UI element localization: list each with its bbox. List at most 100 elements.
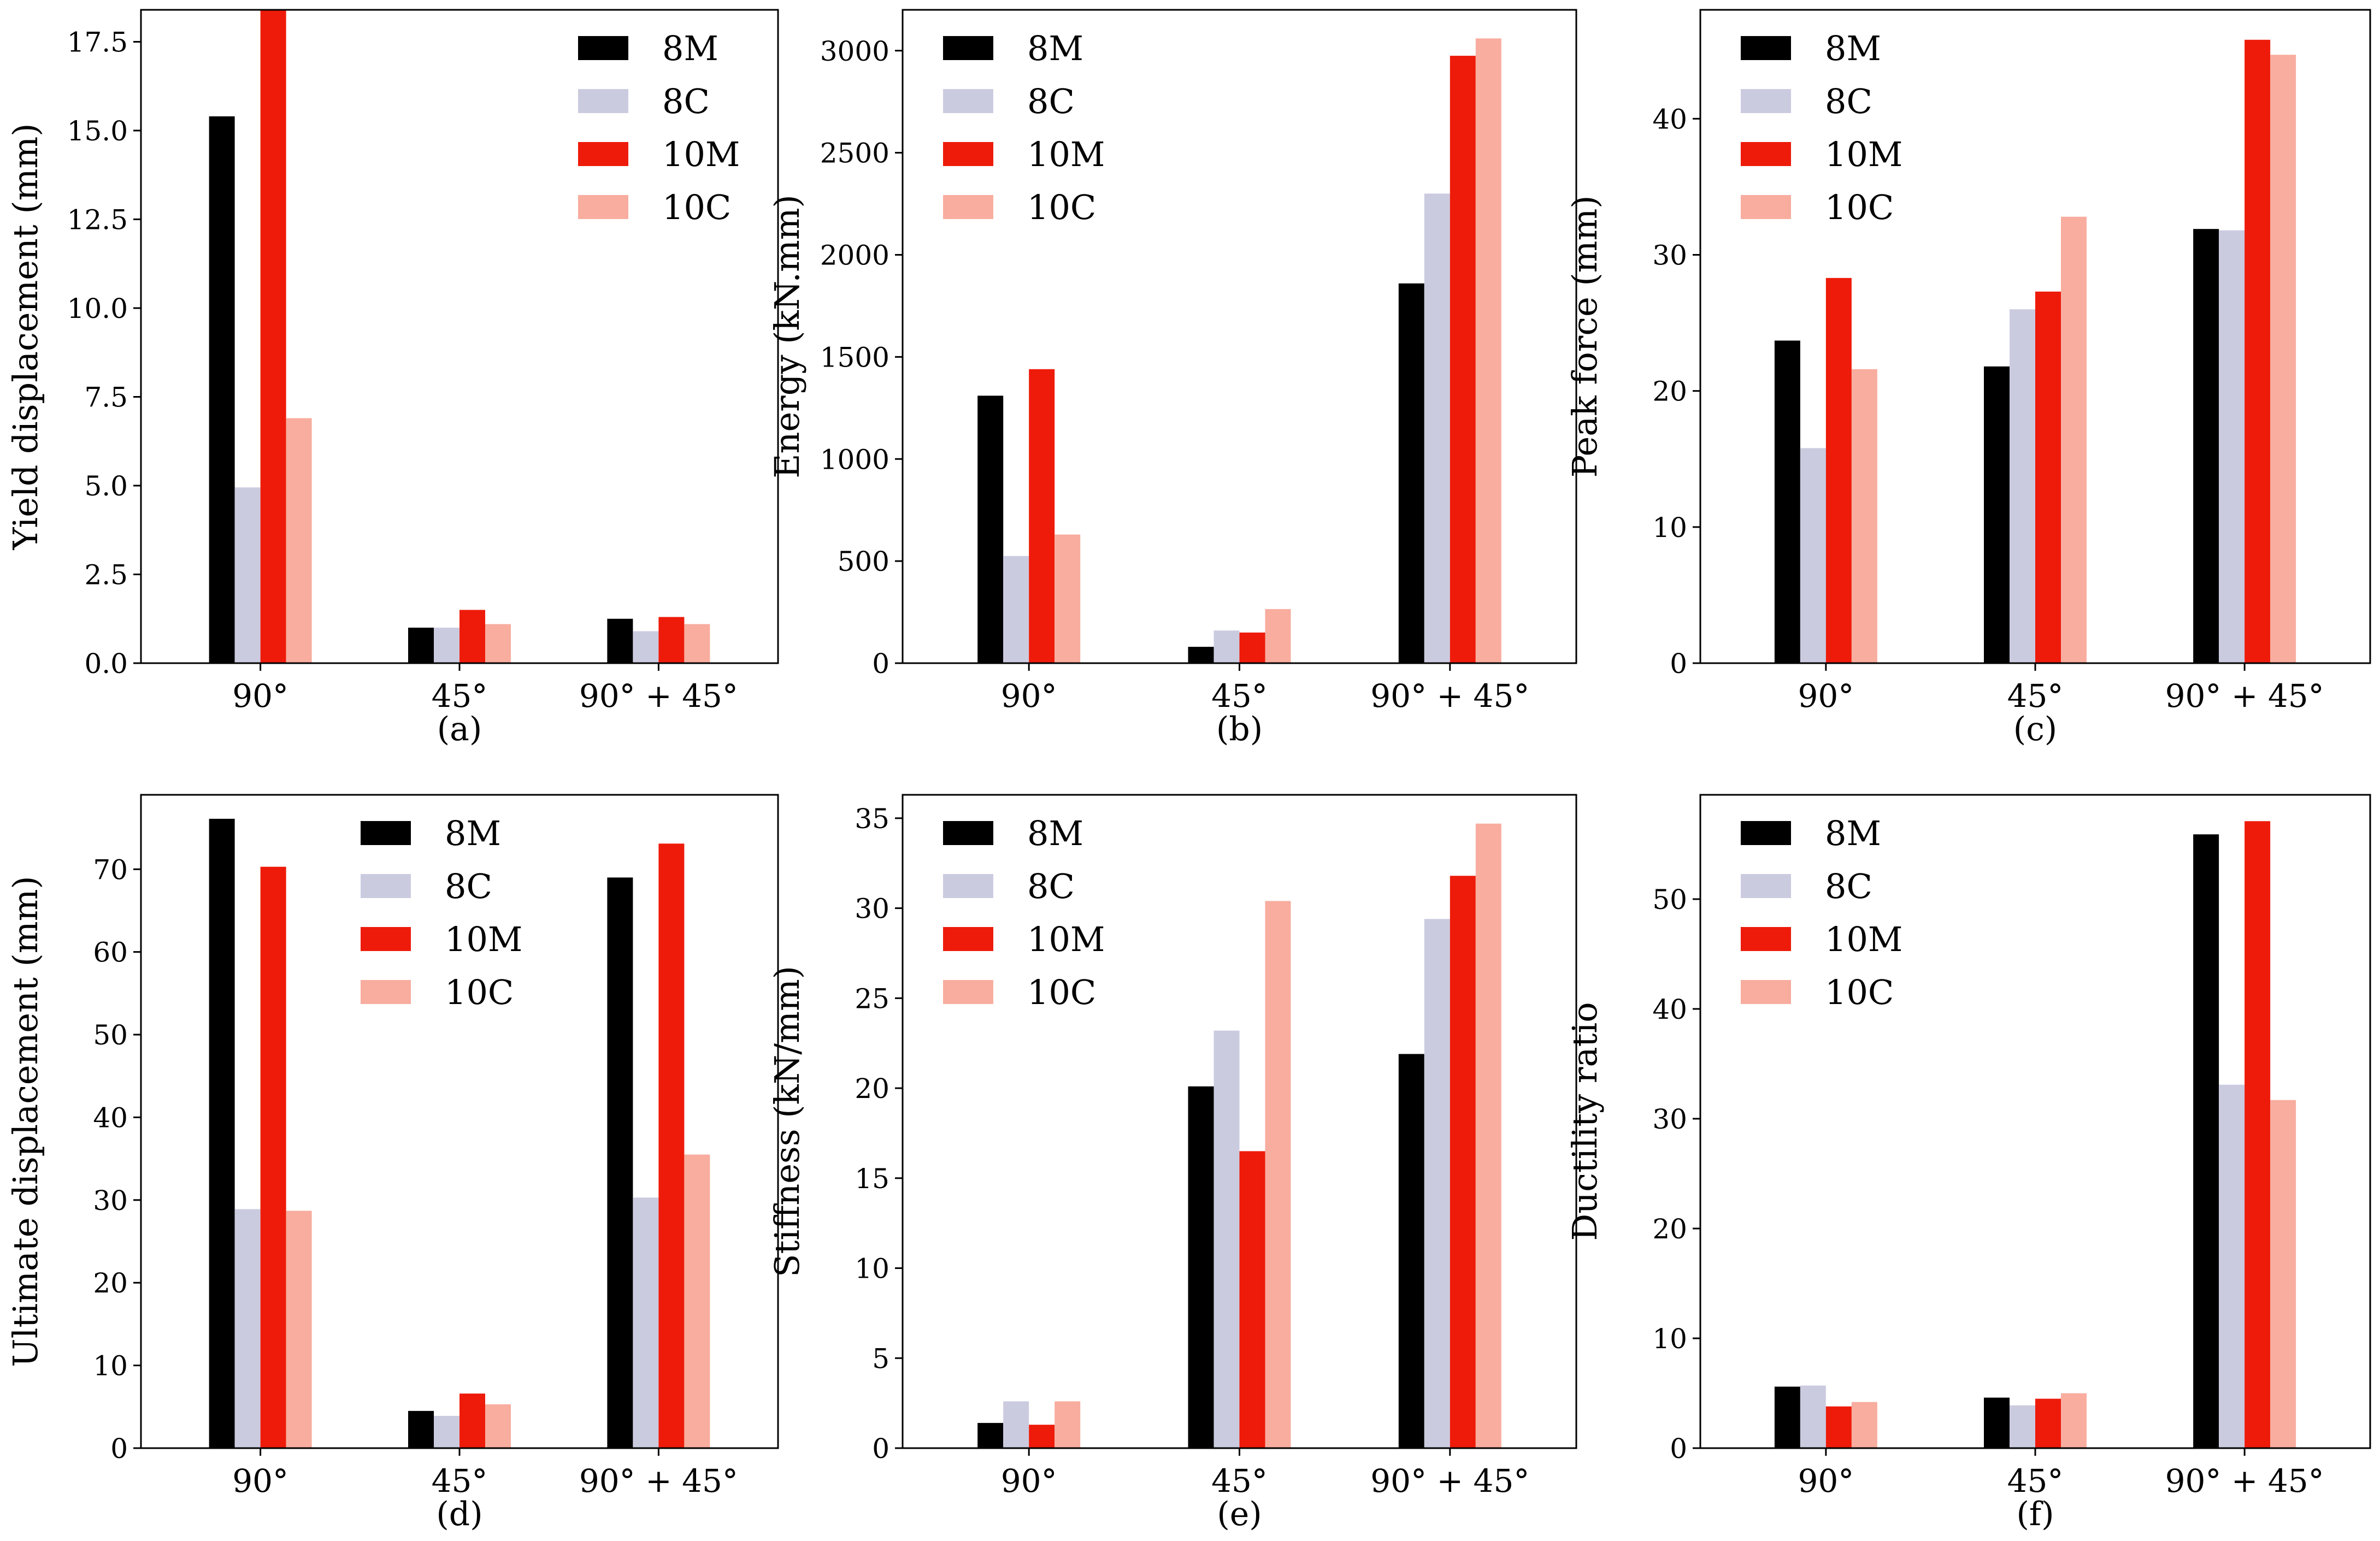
x-tick-label: 90° + 45°: [2165, 677, 2324, 715]
axes-frame: [140, 794, 779, 1449]
y-tick-label: 10: [93, 1350, 128, 1382]
legend: 8M 8C 10M 10C: [943, 813, 1105, 1012]
bar-10M-3: [1450, 876, 1476, 1448]
y-tick-label: 40: [1652, 103, 1687, 135]
x-tick-label: 45°: [2007, 1462, 2064, 1499]
legend-swatch-8C: [943, 89, 993, 113]
y-tick-label: 1500: [820, 341, 889, 373]
legend-swatch-8M: [361, 821, 411, 845]
y-tick-label: 2.5: [84, 559, 128, 591]
bar-8M-1: [209, 818, 235, 1448]
x-tick-label: 90° + 45°: [2165, 1462, 2324, 1499]
x-tick-label: 45°: [2007, 677, 2064, 715]
panel-caption: (a): [437, 710, 482, 748]
panel-e: Stiffness (kN/mm) 0 5 10 15 20 25 30 35 90° 45° 90°…: [767, 794, 1577, 1533]
y-tick-label: 2500: [820, 138, 889, 169]
legend-swatch-10M: [1741, 927, 1791, 951]
bar-10C-2: [2061, 1393, 2087, 1448]
legend-label: 8C: [1825, 81, 1872, 121]
y-tick-label: 20: [1652, 376, 1687, 408]
bar-8C-3: [1424, 919, 1450, 1448]
legend-swatch-8M: [1741, 36, 1791, 60]
bar-8M-1: [1774, 1386, 1800, 1448]
legend-swatch-10C: [361, 980, 411, 1004]
bar-8M-2: [1984, 1397, 2010, 1448]
panel-caption: (b): [1216, 710, 1263, 748]
bar-8C-1: [234, 1209, 261, 1448]
x-tick-label: 90° + 45°: [1370, 677, 1529, 715]
y-tick-label: 15.0: [67, 115, 128, 147]
y-tick-label: 0: [872, 648, 889, 680]
y-tick-label: 20: [93, 1267, 128, 1299]
y-tick-label: 60: [93, 937, 128, 969]
bar-8M-1: [977, 1422, 1004, 1448]
bar-10C-2: [485, 624, 511, 663]
legend-label: 8M: [1027, 28, 1083, 68]
x-tick-label: 45°: [1211, 677, 1268, 715]
y-axis-label: Stiffness (kN/mm): [767, 966, 807, 1277]
bar-8C-1: [1003, 1401, 1029, 1448]
bar-10M-2: [459, 1394, 485, 1448]
legend-swatch-8M: [578, 36, 628, 60]
panel-caption: (e): [1217, 1495, 1262, 1533]
legend-label: 10C: [1027, 972, 1096, 1012]
bar-8C-1: [1003, 556, 1029, 663]
x-tick-label: 90°: [1001, 1462, 1057, 1499]
bar-8C-3: [1424, 193, 1450, 663]
legend-label: 10M: [445, 919, 522, 959]
y-tick-label: 30: [1652, 240, 1687, 271]
y-tick-label: 2000: [820, 240, 889, 271]
bar-8C-3: [633, 631, 659, 663]
bar-8C-2: [1213, 1030, 1240, 1448]
legend-swatch-10M: [578, 142, 628, 166]
bar-8C-3: [2219, 1084, 2245, 1448]
bar-10M-3: [2244, 821, 2271, 1448]
y-tick-label: 25: [855, 983, 889, 1014]
bar-8M-3: [607, 877, 633, 1448]
legend-swatch-8C: [361, 874, 411, 898]
legend-label: 8M: [1825, 813, 1881, 853]
bar-8M-2: [1188, 1086, 1214, 1448]
bar-8M-2: [1188, 647, 1214, 663]
bar-8C-3: [2219, 230, 2245, 663]
bar-8C-2: [434, 628, 459, 663]
legend-label: 8M: [445, 813, 501, 853]
y-tick-label: 7.5: [84, 382, 128, 414]
y-tick-label: 15: [855, 1163, 889, 1195]
bar-10M-3: [2244, 39, 2271, 664]
legend-label: 10C: [1027, 187, 1096, 227]
legend-swatch-10C: [1741, 195, 1791, 219]
panel-f: Ductility ratio 0 10 20 30 40 50 90° 45° 90° + 45…: [1565, 794, 2371, 1533]
legend-label: 10C: [662, 187, 731, 227]
axes-frame: [1699, 9, 2371, 664]
bar-10C-3: [684, 1154, 710, 1448]
legend-swatch-10M: [943, 142, 993, 166]
bar-10C-1: [286, 418, 312, 663]
bar-8M-2: [408, 628, 434, 663]
bar-8M-3: [1398, 1054, 1424, 1448]
legend: 8M 8C 10M 10C: [361, 813, 522, 1012]
legend-label: 8M: [1027, 813, 1083, 853]
y-tick-label: 1000: [820, 444, 889, 475]
legend-swatch-10M: [943, 927, 993, 951]
legend-label: 10M: [1825, 919, 1902, 959]
legend-swatch-10C: [578, 195, 628, 219]
y-tick-label: 0.0: [84, 648, 128, 680]
bar-10C-2: [1265, 901, 1291, 1448]
bar-10C-1: [1054, 1401, 1081, 1448]
panel-caption: (f): [2016, 1495, 2054, 1533]
bar-10C-3: [684, 624, 710, 663]
y-tick-label: 40: [93, 1102, 128, 1133]
bar-8C-1: [1800, 1385, 1826, 1448]
legend-swatch-8C: [1741, 89, 1791, 113]
legend-label: 8C: [662, 81, 710, 121]
legend-label: 8M: [662, 28, 718, 68]
x-tick-label: 90°: [1001, 677, 1057, 715]
y-tick-label: 10: [1652, 512, 1687, 544]
bar-10C-2: [485, 1404, 511, 1448]
y-axis-label: Ductility ratio: [1565, 1002, 1605, 1241]
bar-10M-1: [1029, 369, 1055, 663]
legend-label: 10C: [445, 972, 514, 1012]
bar-10M-2: [1239, 632, 1265, 663]
y-axis-label: Yield displacement (mm): [5, 123, 45, 551]
